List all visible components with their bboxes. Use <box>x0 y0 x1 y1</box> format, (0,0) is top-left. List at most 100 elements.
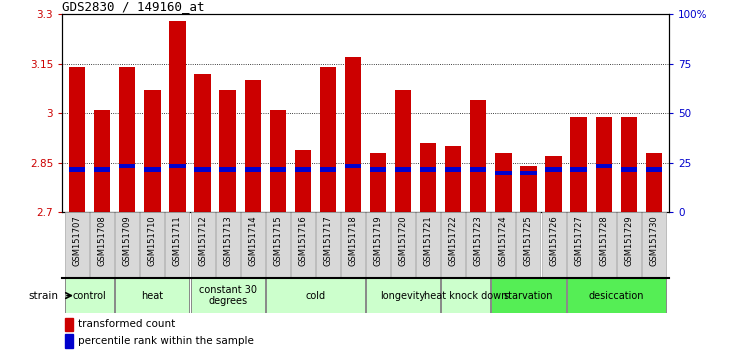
Bar <box>470 167 486 172</box>
Bar <box>642 212 666 278</box>
Bar <box>391 212 415 278</box>
Bar <box>316 212 340 278</box>
Bar <box>219 90 236 212</box>
Bar <box>270 167 286 172</box>
Bar <box>165 212 189 278</box>
Text: GSM151711: GSM151711 <box>173 216 182 266</box>
Bar <box>69 67 86 212</box>
Bar <box>291 212 315 278</box>
Bar <box>645 167 662 172</box>
Text: GSM151709: GSM151709 <box>123 216 132 266</box>
Bar <box>245 80 261 212</box>
Text: GSM151714: GSM151714 <box>249 216 257 266</box>
Bar <box>621 167 637 172</box>
Text: GSM151707: GSM151707 <box>72 216 82 267</box>
Bar <box>194 74 211 212</box>
Bar <box>65 212 89 278</box>
Bar <box>144 167 161 172</box>
Bar <box>395 90 412 212</box>
Bar <box>265 278 365 313</box>
Text: GSM151715: GSM151715 <box>273 216 282 266</box>
Bar <box>270 110 286 212</box>
Bar <box>69 167 86 172</box>
Bar <box>115 212 140 278</box>
Bar <box>491 278 566 313</box>
Bar <box>216 212 240 278</box>
Bar <box>420 143 436 212</box>
Text: heat: heat <box>141 291 164 301</box>
Bar <box>115 278 189 313</box>
Bar <box>191 278 265 313</box>
Bar <box>370 167 386 172</box>
Bar <box>442 278 491 313</box>
Bar <box>570 116 587 212</box>
Bar <box>416 212 440 278</box>
Text: GSM151721: GSM151721 <box>424 216 433 266</box>
Text: desiccation: desiccation <box>588 291 644 301</box>
Bar <box>219 167 236 172</box>
Bar <box>591 212 616 278</box>
Text: transformed count: transformed count <box>78 319 175 329</box>
Bar <box>65 278 114 313</box>
Text: GSM151716: GSM151716 <box>298 216 307 267</box>
Text: longevity: longevity <box>381 291 425 301</box>
Bar <box>119 164 135 168</box>
Text: percentile rank within the sample: percentile rank within the sample <box>78 336 254 346</box>
Text: strain: strain <box>29 291 58 301</box>
Bar <box>516 212 540 278</box>
Bar <box>495 171 512 175</box>
Bar <box>596 116 612 212</box>
Text: GSM151722: GSM151722 <box>449 216 458 266</box>
Bar <box>442 212 466 278</box>
Text: GSM151727: GSM151727 <box>574 216 583 267</box>
Text: GSM151717: GSM151717 <box>323 216 333 267</box>
Bar <box>295 150 311 212</box>
Bar <box>245 167 261 172</box>
Text: GSM151725: GSM151725 <box>524 216 533 266</box>
Bar <box>445 146 461 212</box>
Bar <box>470 100 486 212</box>
Bar <box>545 156 561 212</box>
Text: GSM151724: GSM151724 <box>499 216 508 266</box>
Bar <box>295 167 311 172</box>
Bar <box>94 167 110 172</box>
Bar <box>366 278 440 313</box>
Bar <box>491 212 515 278</box>
Bar <box>617 212 641 278</box>
Bar <box>170 164 186 168</box>
Bar <box>194 167 211 172</box>
Bar <box>191 212 215 278</box>
Bar <box>520 166 537 212</box>
Bar <box>90 212 114 278</box>
Text: GSM151719: GSM151719 <box>374 216 382 266</box>
Bar <box>645 153 662 212</box>
Text: constant 30
degrees: constant 30 degrees <box>199 285 257 307</box>
Bar <box>240 212 265 278</box>
Bar <box>395 167 412 172</box>
Bar <box>621 116 637 212</box>
Bar <box>520 171 537 175</box>
Bar <box>319 67 336 212</box>
Text: cold: cold <box>306 291 325 301</box>
Bar <box>65 318 73 331</box>
Bar <box>567 212 591 278</box>
Bar <box>345 164 361 168</box>
Bar <box>170 21 186 212</box>
Text: GSM151728: GSM151728 <box>599 216 608 267</box>
Bar <box>420 167 436 172</box>
Text: GSM151718: GSM151718 <box>349 216 357 267</box>
Bar <box>542 212 566 278</box>
Bar <box>495 153 512 212</box>
Bar <box>445 167 461 172</box>
Text: GSM151730: GSM151730 <box>649 216 659 267</box>
Text: GSM151723: GSM151723 <box>474 216 482 267</box>
Text: GSM151726: GSM151726 <box>549 216 558 267</box>
Bar <box>466 212 491 278</box>
Text: GSM151720: GSM151720 <box>398 216 408 266</box>
Text: GSM151712: GSM151712 <box>198 216 207 266</box>
Bar <box>341 212 365 278</box>
Bar <box>140 212 164 278</box>
Text: GSM151713: GSM151713 <box>223 216 232 267</box>
Bar <box>567 278 666 313</box>
Text: heat knock down: heat knock down <box>424 291 507 301</box>
